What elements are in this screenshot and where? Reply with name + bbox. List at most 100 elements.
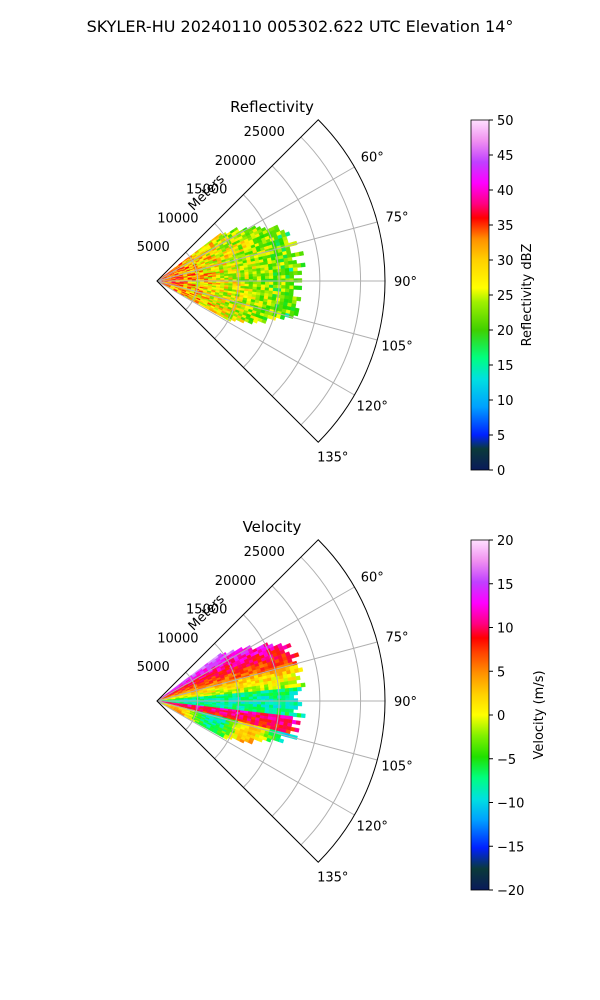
polar-frame [156,539,386,863]
field-cell [228,277,233,280]
field-cell [288,684,294,689]
field-cell [269,275,274,280]
colorbar-tick-label: 50 [497,114,514,129]
colorbar-tick-label: 15 [497,359,514,374]
colorbar-tick-label: 0 [497,464,505,479]
reflectivity-title: Reflectivity [230,98,314,116]
field-cell [232,697,237,700]
field-cell [273,704,278,709]
field-cell [244,276,250,280]
field-cell [281,278,286,283]
reflectivity-panel: Reflectivity 5000 10000 15000 20000 25000 60°… [137,98,535,479]
field-cell [273,698,278,703]
field-cell [284,268,290,273]
field-cell [268,692,274,697]
field-cell [269,698,274,703]
azimuth-tick-label: 75° [386,211,409,226]
radial-tick-label: 25000 [244,545,285,560]
grid-spoke [156,700,378,761]
field-cell [293,270,298,276]
field-cell [269,695,274,700]
azimuth-tick-label: 60° [361,151,384,166]
field-cell [266,737,272,743]
field-cell [295,675,301,681]
colorbar-tick-label: 25 [497,289,514,304]
field-cell [280,708,286,713]
field-cell [240,696,246,700]
field-cell [281,691,286,696]
field-cell [285,271,290,276]
colorbar-tick-label: 45 [497,149,514,164]
reflectivity-colorbar-bar [470,119,490,471]
azimuth-tick-label: 135° [317,451,348,466]
azimuth-tick-label: 105° [381,759,412,774]
field-cell [281,695,286,700]
field-cell [292,712,298,718]
field-cell [288,264,294,269]
field-cell [269,701,274,706]
field-cell [264,270,270,274]
field-cell [284,708,290,713]
reflectivity-colorbar-ticks: 0 5 10 15 20 25 30 35 40 45 50 [489,114,514,479]
field-cell [256,690,262,695]
field-cell [252,273,258,278]
colorbar-tick-label: −15 [497,840,524,855]
field-cell [292,267,298,272]
radial-tick-label: 25000 [244,125,285,140]
field-cell [252,704,258,708]
field-cell [298,251,304,257]
field-cell [272,266,278,271]
field-cell [244,274,250,278]
field-cell [278,738,285,744]
field-cell [260,690,266,694]
field-cell [296,683,302,688]
field-cell [231,317,237,322]
field-cell [264,690,270,694]
field-cell [232,277,237,280]
field-cell [288,687,294,692]
grid-spoke [156,700,355,816]
field-cell [240,701,246,705]
field-cell [247,319,254,325]
field-cell [256,270,262,275]
field-cell [297,285,303,291]
azimuth-tick-label: 90° [394,695,417,710]
field-cell [272,707,278,712]
grid-spoke [156,280,355,396]
field-cell [248,701,254,705]
field-cell [284,688,290,693]
field-cell [272,272,278,277]
field-cell [285,695,290,699]
radial-tick-label: 5000 [137,660,170,675]
field-cell [252,318,259,324]
field-cell [268,689,274,694]
field-cell [285,275,290,279]
colorbar-tick-label: 5 [497,429,505,444]
field-cell [284,231,291,237]
field-cell [272,689,278,694]
field-cell [244,701,250,705]
colorbar-tick-label: 10 [497,622,514,637]
field-cell [300,682,306,688]
velocity-plot: 5000 10000 15000 20000 25000 60° 75° 90° 105° 120… [137,539,417,886]
field-cell [264,275,270,280]
velocity-panel: Velocity 5000 10000 15000 20000 25000 60° 75° 9… [137,518,547,899]
field-cell [273,695,278,700]
field-cell [268,269,274,274]
radial-tick-label: 15000 [186,183,227,198]
field-cell [280,688,286,693]
field-cell [256,696,262,700]
field-cell [256,281,262,285]
azimuth-tick-label: 105° [381,339,412,354]
field-cell [297,686,302,692]
field-cell [272,692,278,697]
field-cell [240,281,246,285]
field-cell [264,695,270,700]
field-cell [222,735,229,740]
colorbar-tick-label: 10 [497,394,514,409]
velocity-title: Velocity [243,518,302,536]
field-cell [295,720,301,726]
field-cell [284,684,290,689]
grid-spoke [156,221,378,282]
